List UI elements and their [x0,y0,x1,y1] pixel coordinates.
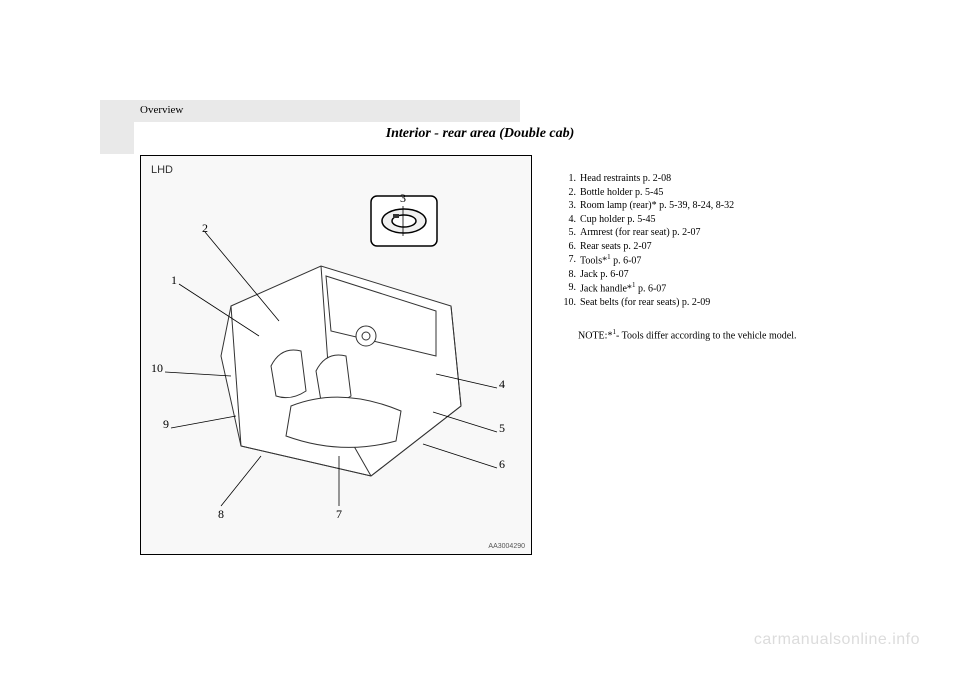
section-label: Overview [140,104,183,116]
list-item: 10. Seat belts (for rear seats) p. 2-09 [560,296,734,310]
list-item: 3. Room lamp (rear)* p. 5-39, 8-24, 8-32 [560,199,734,213]
callout-number: 6 [499,457,505,471]
list-item-text: Seat belts (for rear seats) p. 2-09 [580,296,710,310]
callout-number: 8 [218,507,224,521]
list-item-text: Jack handle*1 p. 6-07 [580,281,666,296]
note: NOTE:*1- Tools differ according to the v… [578,328,797,341]
list-item-text: Armrest (for rear seat) p. 2-07 [580,226,701,240]
list-item-text: Bottle holder p. 5-45 [580,186,663,200]
list-item-number: 10. [560,296,576,310]
list-item-text: Tools*1 p. 6-07 [580,253,641,268]
callout-number: 3 [400,191,406,205]
list-item-number: 9. [560,281,576,296]
vehicle-diagram: 1 2 3 4 5 6 7 8 9 10 [141,156,531,554]
list-item: 6. Rear seats p. 2-07 [560,240,734,254]
callout-number: 1 [171,273,177,287]
page: Overview Interior - rear area (Double ca… [0,0,960,679]
callout-number: 5 [499,421,505,435]
figure-frame: LHD AA3004290 [140,155,532,555]
list-item: 9. Jack handle*1 p. 6-07 [560,281,734,296]
list-item-number: 7. [560,253,576,268]
callout-number: 2 [202,221,208,235]
list-item: 7. Tools*1 p. 6-07 [560,253,734,268]
list-item-text: Room lamp (rear)* p. 5-39, 8-24, 8-32 [580,199,734,213]
list-item-number: 4. [560,213,576,227]
callout-number: 4 [499,377,505,391]
list-item-number: 3. [560,199,576,213]
list-item-number: 2. [560,186,576,200]
list-item-number: 8. [560,268,576,282]
callout-number: 9 [163,417,169,431]
list-item-number: 1. [560,172,576,186]
list-item-number: 6. [560,240,576,254]
list-item-text: Jack p. 6-07 [580,268,629,282]
page-code: E00100401126 [790,126,845,136]
list-item-text: Head restraints p. 2-08 [580,172,671,186]
callout-number: 10 [151,361,163,375]
callout-number: 7 [336,507,342,521]
list-item-number: 5. [560,226,576,240]
list-item: 8. Jack p. 6-07 [560,268,734,282]
watermark: carmanualsonline.info [754,631,920,649]
list-item: 5. Armrest (for rear seat) p. 2-07 [560,226,734,240]
list-item-text: Rear seats p. 2-07 [580,240,652,254]
parts-list: 1. Head restraints p. 2-08 2. Bottle holder… [560,172,734,310]
list-item: 2. Bottle holder p. 5-45 [560,186,734,200]
list-item-text: Cup holder p. 5-45 [580,213,656,227]
list-item: 4. Cup holder p. 5-45 [560,213,734,227]
list-item: 1. Head restraints p. 2-08 [560,172,734,186]
